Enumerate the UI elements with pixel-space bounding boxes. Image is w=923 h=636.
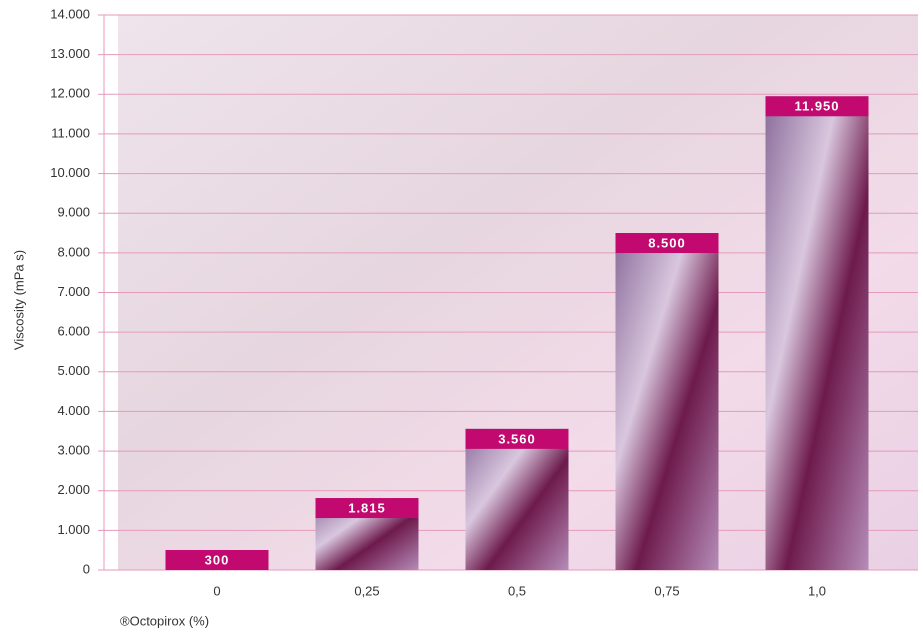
y-tick-label: 8.000 bbox=[57, 244, 90, 259]
x-axis-label: ®Octopirox (%) bbox=[120, 613, 209, 628]
value-label: 3.560 bbox=[498, 431, 536, 446]
y-tick-label: 2.000 bbox=[57, 482, 90, 497]
x-tick-label: 0,25 bbox=[354, 583, 379, 598]
value-label-box bbox=[765, 96, 869, 117]
value-label: 8.500 bbox=[648, 235, 686, 250]
value-label-box bbox=[165, 550, 269, 570]
y-tick-label: 6.000 bbox=[57, 324, 90, 339]
value-label: 300 bbox=[205, 552, 230, 567]
y-tick-label: 3.000 bbox=[57, 443, 90, 458]
y-tick-label: 10.000 bbox=[50, 165, 90, 180]
x-tick-label: 1,0 bbox=[808, 583, 826, 598]
y-tick-label: 0 bbox=[83, 561, 90, 576]
bar bbox=[765, 96, 869, 571]
bar bbox=[615, 233, 719, 571]
y-tick-label: 7.000 bbox=[57, 284, 90, 299]
value-label-box bbox=[315, 498, 419, 519]
y-tick-label: 5.000 bbox=[57, 363, 90, 378]
value-label: 1.815 bbox=[348, 500, 386, 515]
value-label-box bbox=[615, 233, 719, 254]
y-tick-label: 14.000 bbox=[50, 6, 90, 21]
x-tick-label: 0 bbox=[213, 583, 220, 598]
x-tick-label: 0,5 bbox=[508, 583, 526, 598]
value-label: 11.950 bbox=[794, 99, 839, 114]
y-tick-label: 11.000 bbox=[51, 125, 90, 140]
y-tick-label: 12.000 bbox=[50, 86, 90, 101]
y-tick-label: 13.000 bbox=[50, 46, 90, 61]
x-tick-label: 0,75 bbox=[654, 583, 679, 598]
bar bbox=[465, 428, 569, 570]
y-tick-label: 1.000 bbox=[57, 522, 90, 537]
y-tick-label: 4.000 bbox=[57, 403, 90, 418]
y-tick-label: 9.000 bbox=[57, 205, 90, 220]
y-axis-label: Viscosity (mPa s) bbox=[11, 250, 26, 350]
value-label-box bbox=[465, 428, 569, 449]
